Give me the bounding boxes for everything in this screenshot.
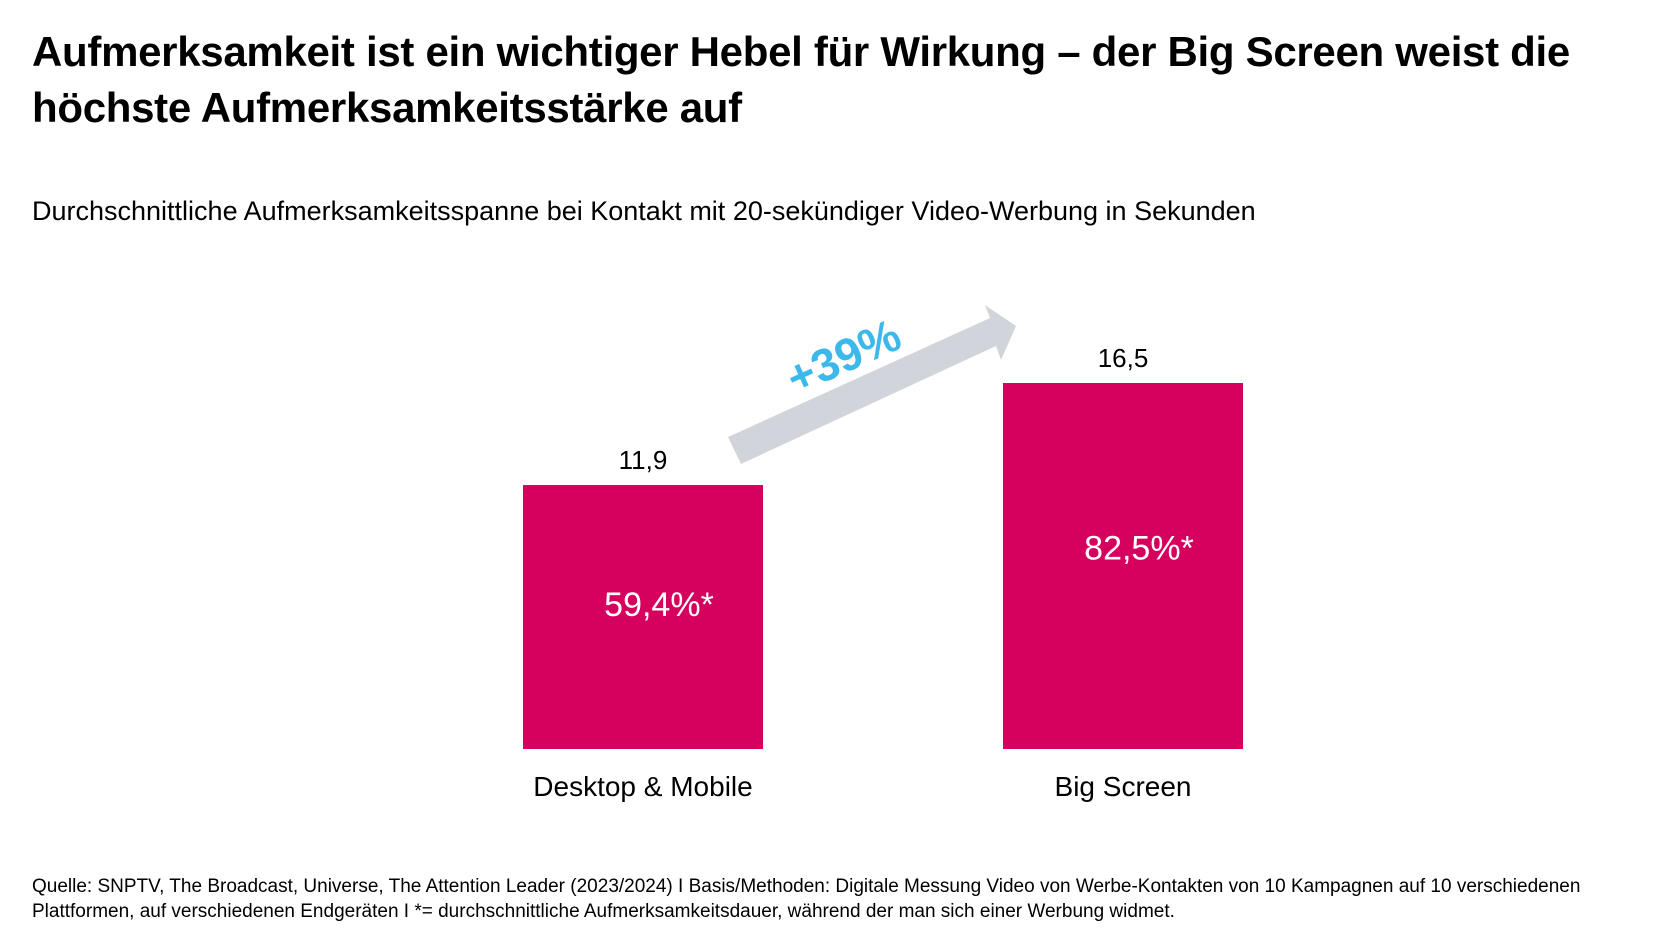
bar-value-label: 11,9 <box>619 445 668 475</box>
bar <box>1003 383 1243 749</box>
page-title: Aufmerksamkeit ist ein wichtiger Hebel f… <box>32 28 1570 131</box>
category-label: Big Screen <box>1055 771 1192 802</box>
source-footnote: Quelle: SNPTV, The Broadcast, Universe, … <box>32 876 1581 922</box>
bar <box>523 485 763 749</box>
bar-inner-label: 82,5%* <box>1084 530 1194 568</box>
chart-subtitle: Durchschnittliche Aufmerksamkeitsspanne … <box>32 196 1256 226</box>
increase-arrow <box>728 305 1016 464</box>
bar-value-label: 16,5 <box>1098 343 1149 373</box>
category-label: Desktop & Mobile <box>533 771 752 802</box>
bar-inner-label: 59,4%* <box>604 586 714 624</box>
